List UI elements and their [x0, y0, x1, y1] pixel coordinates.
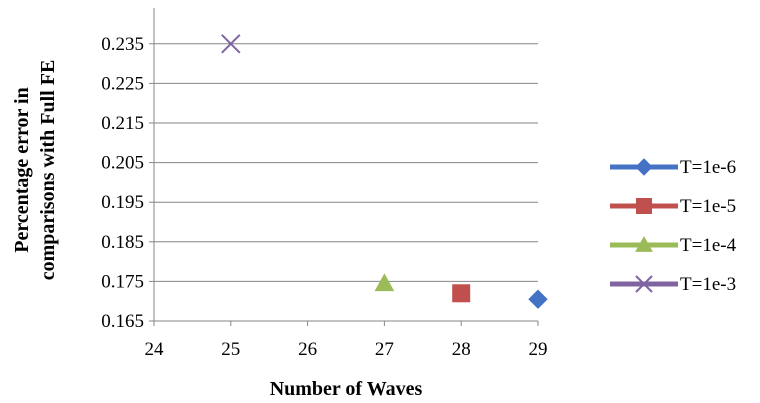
- legend: T=1e-6 T=1e-5 T=1e-4 T=1e-3: [610, 157, 737, 295]
- legend-marker-3: [635, 275, 653, 293]
- x-tick-label: 29: [529, 339, 548, 360]
- x-axis-title: Number of Waves: [270, 378, 423, 400]
- x-tick-label: 28: [452, 339, 471, 360]
- grid-lines: [154, 43, 538, 322]
- y-axis-title-line-2: comparisons with Full FE: [37, 60, 59, 281]
- y-tick-label: 0.235: [101, 34, 144, 55]
- x-tick-label: 25: [221, 339, 240, 360]
- data-point-triangle-2-0: [374, 273, 395, 292]
- data-point-x-3-0: [221, 34, 241, 54]
- legend-label-0: T=1e-6: [680, 157, 736, 178]
- y-tick-label: 0.165: [101, 311, 144, 332]
- data-points: [221, 34, 548, 309]
- legend-marker-0: [635, 158, 653, 176]
- y-tick-label: 0.185: [101, 232, 144, 253]
- data-point-diamond-0-0: [528, 289, 548, 309]
- legend-marker-2: [635, 235, 653, 252]
- x-tick-label: 27: [375, 339, 394, 360]
- y-tick-label: 0.225: [101, 73, 144, 94]
- x-tick-label: 24: [145, 339, 165, 360]
- legend-item-3: T=1e-3: [610, 274, 736, 295]
- legend-label-2: T=1e-4: [680, 235, 737, 256]
- y-axis-title-line-1: Percentage error in: [11, 87, 33, 253]
- y-tick-label: 0.205: [101, 153, 144, 174]
- y-axis-title: Percentage error in comparisons with Ful…: [11, 60, 59, 281]
- data-point-square-1-0: [452, 284, 471, 303]
- legend-item-1: T=1e-5: [610, 196, 736, 217]
- y-tick-label: 0.175: [101, 271, 144, 292]
- y-tick-labels: 0.165 0.175 0.185 0.195 0.205 0.215 0.225 0.235: [101, 34, 144, 332]
- x-tick-labels: 24 25 26 27 28 29: [145, 339, 548, 360]
- axes: [149, 8, 539, 326]
- legend-item-2: T=1e-4: [610, 235, 737, 256]
- legend-marker-1: [636, 198, 652, 214]
- legend-item-0: T=1e-6: [610, 157, 736, 178]
- legend-label-1: T=1e-5: [680, 196, 736, 217]
- y-tick-label: 0.195: [101, 192, 144, 213]
- y-tick-label: 0.215: [101, 113, 144, 134]
- x-tick-label: 26: [298, 339, 317, 360]
- legend-label-3: T=1e-3: [680, 274, 736, 295]
